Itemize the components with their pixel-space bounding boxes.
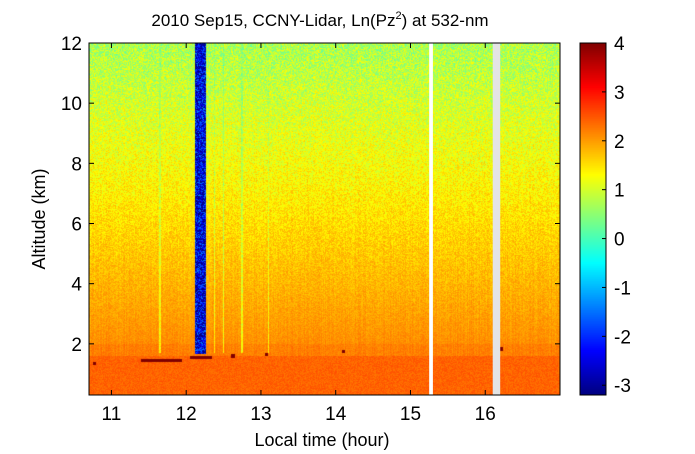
x-tick-label: 14 — [325, 404, 347, 425]
y-axis-label: Altitude (km) — [29, 168, 49, 269]
y-tick-label: 6 — [71, 215, 82, 236]
missing-data-column-2 — [492, 43, 501, 395]
chart-title-main: 2010 Sep15, CCNY-Lidar, Ln(Pz — [151, 11, 395, 30]
x-axis-label: Local time (hour) — [254, 430, 389, 450]
colorbar-tick-label: -1 — [614, 278, 631, 299]
colorbar-tick-label: -3 — [614, 376, 631, 397]
x-tick-label: 16 — [475, 404, 496, 425]
x-tick-label: 12 — [176, 404, 197, 425]
x-axis-ticks: 11 12 13 14 15 16 — [102, 43, 496, 425]
colorbar-tick-label: 1 — [614, 181, 625, 202]
y-tick-label: 8 — [71, 154, 82, 175]
colorbar-tick-label: -2 — [614, 327, 631, 348]
x-tick-label: 15 — [400, 404, 421, 425]
colorbar-ticks: -3 -2 -1 0 1 2 3 4 — [602, 34, 631, 397]
missing-data-columns — [429, 43, 501, 395]
colorbar-gradient — [580, 43, 606, 395]
lidar-heatmap — [89, 43, 560, 395]
x-tick-label: 11 — [102, 404, 122, 425]
y-tick-label: 12 — [61, 34, 82, 55]
colorbar: -3 -2 -1 0 1 2 3 4 — [579, 34, 631, 397]
plot-area: 11 12 13 14 15 16 2 4 6 8 10 12 — [61, 34, 561, 425]
chart-title-superscript: 2 — [396, 10, 402, 22]
y-axis-ticks: 2 4 6 8 10 12 — [61, 34, 560, 356]
y-tick-label: 4 — [71, 275, 82, 296]
chart-title-tail: ) at 532-nm — [402, 11, 489, 30]
x-tick-label: 13 — [250, 404, 271, 425]
missing-data-column-1 — [429, 43, 433, 395]
colorbar-tick-label: 0 — [614, 230, 625, 251]
plot-frame — [88, 42, 561, 396]
chart-title: 2010 Sep15, CCNY-Lidar, Ln(Pz2) at 532-n… — [151, 10, 488, 30]
colorbar-frame — [579, 42, 607, 396]
colorbar-tick-label: 2 — [614, 132, 625, 153]
colorbar-tick-label: 4 — [614, 34, 625, 55]
y-tick-label: 2 — [71, 335, 82, 356]
colorbar-tick-label: 3 — [614, 83, 625, 104]
y-tick-label: 10 — [61, 94, 82, 115]
